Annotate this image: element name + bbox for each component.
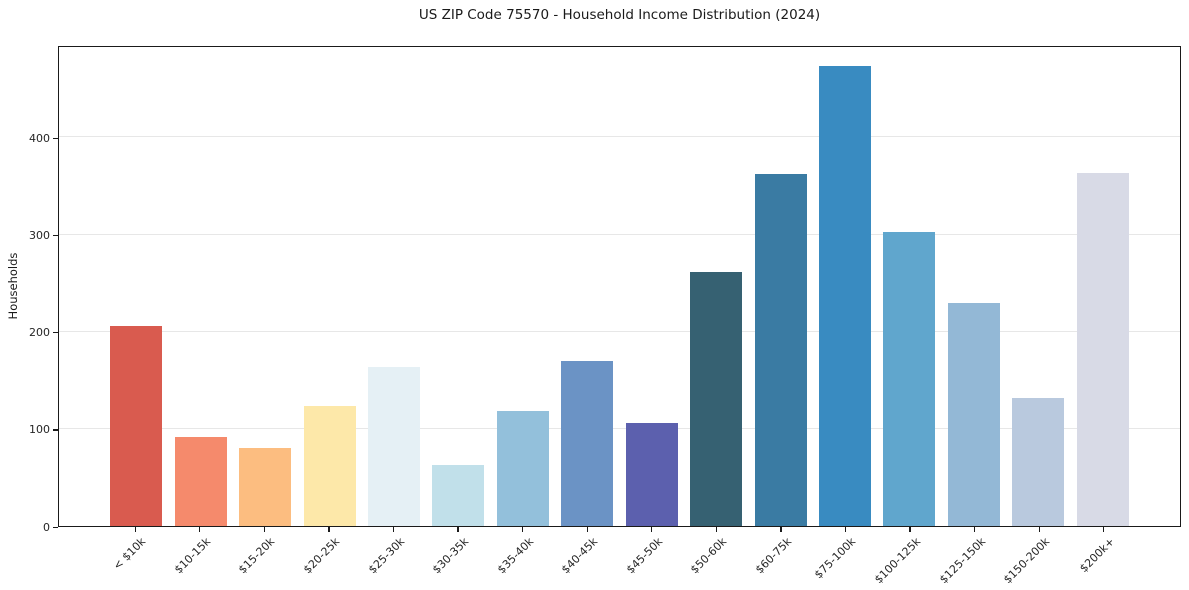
x-tick-mark bbox=[392, 527, 395, 532]
x-tick-mark bbox=[199, 527, 201, 532]
x-tick-label-$35-40k: $35-40k bbox=[494, 535, 536, 577]
gridline-200 bbox=[59, 330, 1180, 332]
y-axis-label: Households bbox=[6, 252, 20, 320]
x-tick-label-$200k+: $200k+ bbox=[1076, 535, 1117, 576]
bar-$50-60k bbox=[690, 272, 743, 526]
bar-slot bbox=[1006, 47, 1070, 526]
chart-title: US ZIP Code 75570 - Household Income Dis… bbox=[418, 7, 821, 23]
x-tick-label-$75-100k: $75-100k bbox=[812, 535, 859, 582]
bar-< $10k bbox=[110, 325, 163, 526]
y-tick-label-200: 200 bbox=[29, 326, 50, 340]
y-tick-mark-200 bbox=[53, 332, 58, 334]
y-tick-mark-400 bbox=[53, 137, 58, 140]
x-tick-label-$60-75k: $60-75k bbox=[752, 535, 795, 577]
bar-$45-50k bbox=[625, 423, 678, 526]
x-tick-mark bbox=[328, 527, 330, 532]
gridline-100 bbox=[59, 427, 1180, 429]
x-tick-label-$125-150k: $125-150k bbox=[936, 535, 988, 587]
bar-slot bbox=[168, 47, 232, 526]
gridline-400 bbox=[59, 136, 1180, 138]
x-tick-mark bbox=[909, 527, 911, 532]
bar-$150-200k bbox=[1012, 397, 1065, 526]
x-tick-label-$20-25k: $20-25k bbox=[300, 535, 343, 577]
gridline-300 bbox=[59, 233, 1180, 235]
x-tick-label-$30-35k: $30-35k bbox=[430, 535, 472, 577]
x-tick-mark bbox=[973, 527, 976, 532]
bar-slot bbox=[233, 47, 297, 526]
x-tick-label-$45-50k: $45-50k bbox=[623, 535, 665, 577]
y-tick-mark-100 bbox=[53, 429, 58, 431]
x-tick-label-$150-200k: $150-200k bbox=[1001, 535, 1053, 587]
bar-slot bbox=[555, 47, 619, 526]
bars-layer bbox=[104, 47, 1135, 526]
x-tick-label-$15-20k: $15-20k bbox=[236, 535, 278, 577]
y-tick-label-300: 300 bbox=[29, 228, 50, 242]
bar-slot bbox=[877, 47, 941, 526]
y-tick-label-400: 400 bbox=[29, 131, 50, 145]
x-tick-mark bbox=[457, 527, 459, 532]
bar-slot bbox=[684, 47, 748, 526]
bar-$40-45k bbox=[561, 360, 614, 526]
y-tick-label-0: 0 bbox=[43, 520, 50, 534]
x-tick-label-< $10k: < $10k bbox=[110, 535, 149, 573]
x-tick-label-$50-60k: $50-60k bbox=[688, 535, 730, 577]
x-tick-mark bbox=[263, 527, 266, 532]
x-tick-label-$10-15k: $10-15k bbox=[171, 535, 214, 577]
x-tick-mark bbox=[1103, 527, 1105, 532]
bar-$200k+ bbox=[1076, 173, 1129, 526]
x-tick-mark bbox=[844, 527, 847, 532]
x-tick-mark bbox=[586, 527, 588, 532]
bar-$35-40k bbox=[496, 411, 549, 526]
bar-slot bbox=[748, 47, 812, 526]
bar-slot bbox=[813, 47, 877, 526]
x-tick-label-$25-30k: $25-30k bbox=[365, 535, 407, 577]
bar-$30-35k bbox=[432, 464, 485, 526]
bar-slot bbox=[104, 47, 168, 526]
bar-slot bbox=[491, 47, 555, 526]
bar-slot bbox=[620, 47, 684, 526]
y-tick-mark-300 bbox=[53, 234, 58, 237]
bar-$75-100k bbox=[819, 66, 872, 526]
bar-$125-150k bbox=[947, 302, 1000, 526]
y-tick-mark-0 bbox=[53, 526, 58, 528]
x-tick-mark bbox=[522, 527, 524, 532]
bar-slot bbox=[942, 47, 1006, 526]
bar-$10-15k bbox=[174, 436, 227, 526]
bar-slot bbox=[426, 47, 490, 526]
bar-$20-25k bbox=[303, 406, 356, 526]
bar-slot bbox=[362, 47, 426, 526]
bar-$25-30k bbox=[367, 366, 420, 526]
x-tick-mark bbox=[651, 527, 653, 532]
plot-area bbox=[58, 46, 1181, 527]
bar-$60-75k bbox=[754, 174, 807, 526]
x-tick-mark bbox=[780, 527, 782, 532]
bar-slot bbox=[297, 47, 361, 526]
y-tick-label-100: 100 bbox=[29, 423, 50, 437]
x-tick-mark bbox=[134, 527, 136, 532]
x-tick-label-$100-125k: $100-125k bbox=[872, 535, 924, 587]
bar-slot bbox=[1071, 47, 1135, 526]
x-tick-mark bbox=[1038, 527, 1040, 532]
x-tick-mark bbox=[715, 527, 717, 532]
bar-$15-20k bbox=[239, 448, 292, 526]
bar-$100-125k bbox=[883, 231, 936, 526]
x-tick-label-$40-45k: $40-45k bbox=[559, 535, 601, 577]
